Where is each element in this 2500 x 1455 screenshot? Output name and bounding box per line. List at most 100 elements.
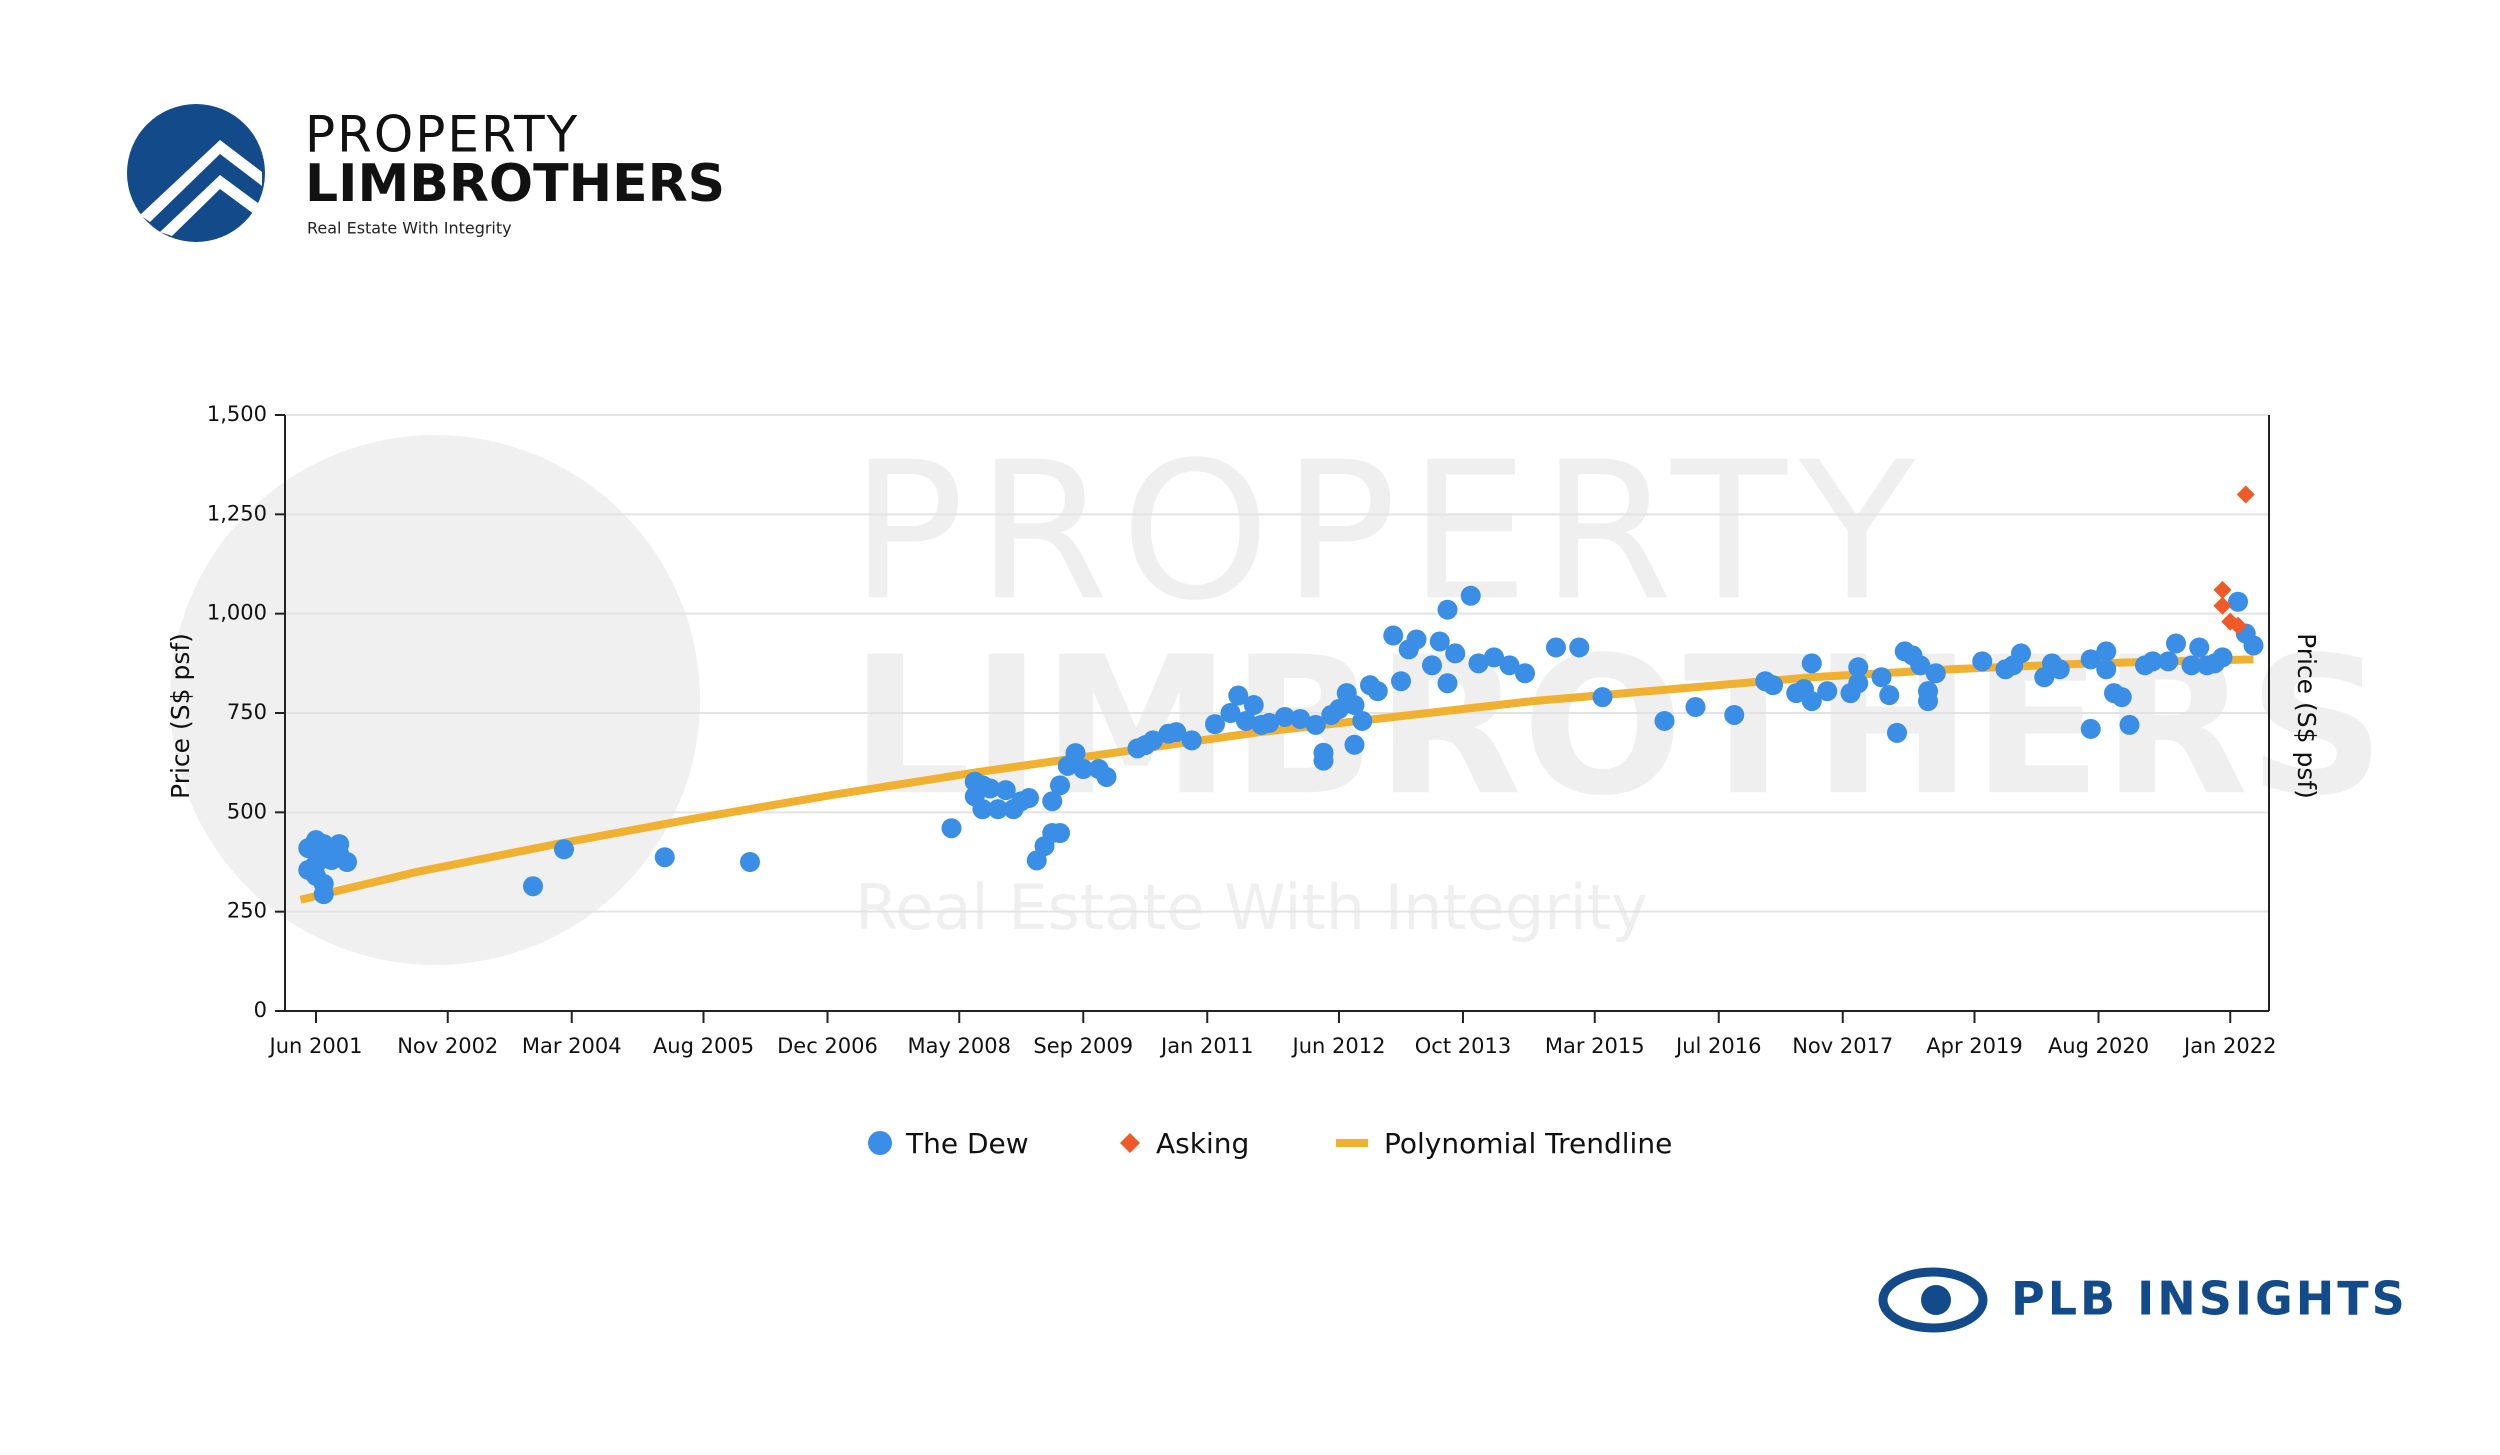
watermark-text: LIMBROTHERS [850,616,2385,837]
data-point [1143,730,1163,751]
data-point [1422,655,1442,676]
watermark: PROPERTY LIMBROTHERS Real Estate With In… [170,421,2385,965]
legend-label: Polynomial Trendline [1384,1127,1672,1160]
x-tick-label: Jan 2022 [2182,1034,2277,1058]
data-point [1592,687,1613,708]
data-point [1205,714,1225,735]
data-point [1763,675,1783,696]
legend-swatch [868,1131,892,1155]
data-point [1460,585,1481,606]
data-point [1344,734,1365,755]
data-point [1383,625,1404,646]
x-tick-label: Oct 2013 [1415,1034,1511,1058]
y-axis-label: Price (S$ psf) [166,633,195,799]
data-point [523,876,543,897]
data-point [1484,647,1504,668]
y-tick-label: 500 [227,799,267,823]
data-point [1181,730,1202,751]
data-point [1050,775,1070,796]
asking-point [2229,616,2247,635]
data-point [313,884,334,905]
brand-bottom: LIMBROTHERS [305,154,725,214]
data-point [2080,649,2101,670]
data-point [1228,685,1249,706]
data-point [1546,637,1566,658]
watermark-text: PROPERTY [850,421,1927,642]
data-point [1445,643,1466,664]
data-point [1910,655,1931,676]
data-point [2181,655,2202,676]
asking-point [2236,485,2255,504]
x-tick-label: Mar 2004 [522,1034,622,1058]
x-tick-label: Jan 2011 [1159,1034,1254,1058]
data-point [1344,695,1365,716]
x-tick-label: Aug 2020 [2048,1034,2149,1058]
data-point [1313,742,1334,763]
logo-chevron [160,175,262,236]
y-tick-label: 1,500 [207,402,267,426]
data-point [941,818,962,839]
data-point [2158,651,2179,672]
x-tick-label: Jun 2001 [268,1034,363,1058]
x-tick-label: Nov 2002 [397,1034,498,1058]
data-point [1065,743,1086,764]
x-tick-label: Mar 2015 [1545,1034,1645,1058]
data-point [1019,788,1039,809]
x-tick-label: Apr 2019 [1926,1034,2022,1058]
legend-label: Asking [1156,1127,1249,1160]
eye-icon [1878,1267,1988,1333]
y-tick-label: 1,250 [207,501,267,525]
data-point [2119,714,2140,735]
eye-pupil [1921,1285,1951,1315]
tagline: Real Estate With Integrity [307,219,512,238]
footer-brand: PLB INSIGHTS [2011,1272,2408,1326]
data-point [1654,710,1675,731]
data-point [1724,704,1745,725]
data-point [1259,712,1280,733]
data-point [1918,681,1938,702]
logo-chevron [140,140,262,222]
data-point [1391,671,1411,692]
y-tick-label: 750 [227,700,267,724]
data-point [1499,655,1520,676]
watermark-circle [170,435,700,965]
data-point [1274,706,1295,727]
data-point [1236,710,1256,731]
data-point [2080,718,2101,739]
y2-axis-label: Price (S$ psf) [2292,633,2321,799]
data-point [2243,635,2264,656]
x-tick-label: Nov 2017 [1792,1034,1893,1058]
data-point [995,780,1016,801]
data-point [1096,766,1117,787]
data-point [1468,653,1489,674]
data-point [2142,651,2163,672]
data-point [1817,681,1838,702]
data-point [1406,629,1427,650]
data-point [2166,633,2186,654]
data-point [1569,637,1590,658]
data-point [2096,659,2117,680]
data-point [1848,657,1869,678]
data-point [988,799,1008,820]
data-point [337,852,357,872]
brand-top: PROPERTY [305,106,579,164]
data-point [1685,697,1706,718]
data-point [1243,695,1264,716]
legend-label: The Dew [905,1127,1029,1160]
x-tick-label: Jun 2012 [1291,1034,1386,1058]
x-tick-label: Sep 2009 [1033,1034,1133,1058]
data-point [980,778,1001,799]
data-point [740,852,760,872]
y-tick-label: 250 [227,899,267,923]
data-point [2049,659,2070,680]
data-point [1073,759,1094,780]
trendline [299,655,2254,904]
watermark-text: Real Estate With Integrity [855,871,1648,944]
data-point [1429,631,1450,652]
data-point [1042,791,1063,812]
data-point [1329,699,1349,720]
data-point [1437,599,1458,620]
legend-swatch [1120,1133,1140,1153]
asking-point [2213,596,2232,615]
